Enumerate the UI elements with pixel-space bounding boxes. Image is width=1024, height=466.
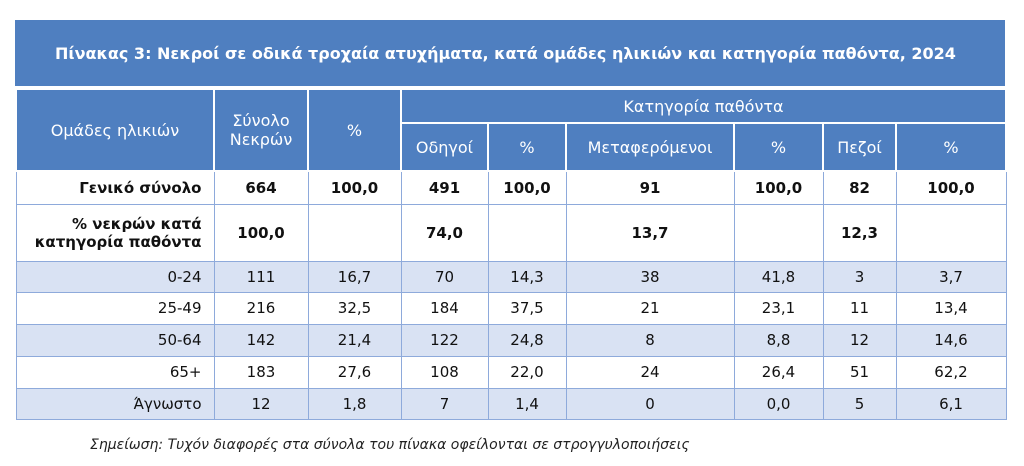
table-cell <box>487 203 567 262</box>
row-label: Άγνωστο <box>15 387 215 420</box>
table-cell: 74,0 <box>400 203 489 262</box>
table-cell: 26,4 <box>733 355 824 389</box>
header-cell: Κατηγορία παθόντα <box>400 88 1007 124</box>
header-cell: % <box>307 88 402 172</box>
row-label: 0-24 <box>15 260 215 293</box>
table-cell: 22,0 <box>487 355 567 389</box>
table-cell: 12,3 <box>822 203 897 262</box>
table-panel: Πίνακας 3: Νεκροί σε οδικά τροχαία ατυχή… <box>15 20 1007 420</box>
table-cell: 6,1 <box>895 387 1007 420</box>
table-cell <box>895 203 1007 262</box>
table-cell: 24,8 <box>487 323 567 357</box>
row-label: 50-64 <box>15 323 215 357</box>
table-cell: 142 <box>213 323 309 357</box>
table-cell: 12 <box>213 387 309 420</box>
table-cell: 62,2 <box>895 355 1007 389</box>
table-cell: 11 <box>822 291 897 325</box>
table-cell: 8,8 <box>733 323 824 357</box>
table-cell: 70 <box>400 260 489 293</box>
table-cell: 82 <box>822 170 897 205</box>
table-cell: 3,7 <box>895 260 1007 293</box>
row-label: % νεκρών κατά κατηγορία παθόντα <box>15 203 215 262</box>
table-cell: 8 <box>565 323 735 357</box>
header-cell: % <box>895 122 1007 172</box>
table-cell: 91 <box>565 170 735 205</box>
table-cell: 664 <box>213 170 309 205</box>
header-cell: Σύνολο Νεκρών <box>213 88 309 172</box>
row-label: 25-49 <box>15 291 215 325</box>
header-row: Οδηγοί% Μεταφερόμενοι% Πεζοί% <box>16 122 1007 172</box>
table-cell: 3 <box>822 260 897 293</box>
table-body: Γενικό σύνολο 664 100,0 491 100,0 91 100,0 82 10… <box>15 170 1007 420</box>
table-cell: 13,4 <box>895 291 1007 325</box>
header-cell: Μεταφερόμενοι <box>565 122 735 172</box>
table-row: 50-64 142 21,4 122 24,8 8 8,8 12 14,6 <box>15 323 1007 357</box>
table-cell: 38 <box>565 260 735 293</box>
table-cell: 5 <box>822 387 897 420</box>
table-cell: 37,5 <box>487 291 567 325</box>
table-row: 0-24 111 16,7 70 14,3 38 41,8 3 3,7 <box>15 260 1007 293</box>
table-cell: 100,0 <box>213 203 309 262</box>
table-cell: 0 <box>565 387 735 420</box>
table-cell <box>307 203 402 262</box>
table-cell <box>733 203 824 262</box>
table-cell: 12 <box>822 323 897 357</box>
table-cell: 51 <box>822 355 897 389</box>
table-cell: 216 <box>213 291 309 325</box>
header-cell: Πεζοί <box>822 122 897 172</box>
table-cell: 21 <box>565 291 735 325</box>
table-cell: 21,4 <box>307 323 402 357</box>
table-cell: 100,0 <box>307 170 402 205</box>
table-cell: 14,6 <box>895 323 1007 357</box>
table-cell: 1,4 <box>487 387 567 420</box>
row-label: Γενικό σύνολο <box>15 170 215 205</box>
table-cell: 122 <box>400 323 489 357</box>
table-cell: 24 <box>565 355 735 389</box>
table-cell: 491 <box>400 170 489 205</box>
table-cell: 1,8 <box>307 387 402 420</box>
table-cell: 27,6 <box>307 355 402 389</box>
table-cell: 108 <box>400 355 489 389</box>
table-cell: 32,5 <box>307 291 402 325</box>
table-cell: 183 <box>213 355 309 389</box>
table-cell: 0,0 <box>733 387 824 420</box>
header-cell: % <box>487 122 567 172</box>
note: Σημείωση: Τυχόν διαφορές στα σύνολα του … <box>90 437 690 453</box>
header-cell: % <box>733 122 824 172</box>
table-row: Άγνωστο 12 1,8 7 1,4 0 0,0 5 6,1 <box>15 387 1007 420</box>
table-cell: 100,0 <box>895 170 1007 205</box>
table-cell: 13,7 <box>565 203 735 262</box>
table-cell: 184 <box>400 291 489 325</box>
table-cell: 16,7 <box>307 260 402 293</box>
header-cell: Οδηγοί <box>400 122 489 172</box>
table-cell: 100,0 <box>487 170 567 205</box>
table-cell: 111 <box>213 260 309 293</box>
header-cell: Ομάδες ηλικιών <box>15 88 215 172</box>
table-row: Γενικό σύνολο 664 100,0 491 100,0 91 100,0 82 10… <box>15 170 1007 205</box>
header-row: Ομάδες ηλικιών Σύνολο Νεκρών % Κατηγορία… <box>15 88 1007 172</box>
table-cell: 100,0 <box>733 170 824 205</box>
table-row: 25-49 216 32,5 184 37,5 21 23,1 11 13,4 <box>15 291 1007 325</box>
table-cell: 23,1 <box>733 291 824 325</box>
table-cell: 41,8 <box>733 260 824 293</box>
table-cell: 14,3 <box>487 260 567 293</box>
table-row: 65+ 183 27,6 108 22,0 24 26,4 51 62,2 <box>15 355 1007 389</box>
table-row: % νεκρών κατά κατηγορία παθόντα 100,0 74,0… <box>15 203 1007 262</box>
row-label: 65+ <box>15 355 215 389</box>
table: Ομάδες ηλικιών Σύνολο Νεκρών % Κατηγορία… <box>15 88 1007 420</box>
table-title: Πίνακας 3: Νεκροί σε οδικά τροχαία ατυχή… <box>15 20 1005 86</box>
table-cell: 7 <box>400 387 489 420</box>
